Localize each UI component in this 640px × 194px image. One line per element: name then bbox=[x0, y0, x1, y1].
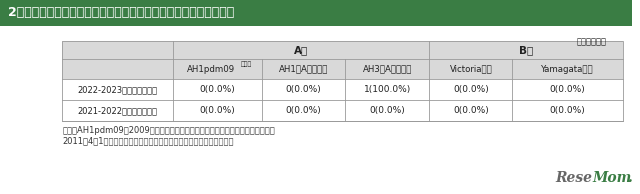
Text: 0(0.0%): 0(0.0%) bbox=[550, 106, 586, 115]
Text: 0(0.0%): 0(0.0%) bbox=[285, 85, 321, 94]
Bar bbox=[62, 41, 173, 79]
Text: 2022-2023年シーズン累計: 2022-2023年シーズン累計 bbox=[77, 85, 157, 94]
Text: Rese: Rese bbox=[556, 171, 592, 185]
Text: AH3（A香港型）: AH3（A香港型） bbox=[363, 64, 412, 74]
Text: 2　インフルエンザウイルス検出状況（感染症発生動向調査事業）: 2 インフルエンザウイルス検出状況（感染症発生動向調査事業） bbox=[8, 7, 234, 20]
Text: 0(0.0%): 0(0.0%) bbox=[285, 106, 321, 115]
Text: 0(0.0%): 0(0.0%) bbox=[199, 85, 235, 94]
Bar bbox=[173, 59, 623, 79]
Text: 【注】AH1pdm09：2009年に新型インフルエンザと呼ばれて流行したワイルス。: 【注】AH1pdm09：2009年に新型インフルエンザと呼ばれて流行したワイルス… bbox=[62, 126, 275, 135]
Bar bbox=[173, 41, 429, 59]
Text: 1(100.0%): 1(100.0%) bbox=[364, 85, 411, 94]
Text: AH1（Aソ連型）: AH1（Aソ連型） bbox=[279, 64, 328, 74]
Text: 0(0.0%): 0(0.0%) bbox=[550, 85, 586, 94]
Text: 0(0.0%): 0(0.0%) bbox=[453, 106, 489, 115]
Text: Yamagata系統: Yamagata系統 bbox=[541, 64, 594, 74]
Text: A型: A型 bbox=[294, 45, 308, 55]
Text: 【注】: 【注】 bbox=[241, 61, 252, 67]
Text: 0(0.0%): 0(0.0%) bbox=[453, 85, 489, 94]
Text: Victoria系統: Victoria系統 bbox=[449, 64, 492, 74]
Text: .: . bbox=[628, 171, 633, 185]
Text: （単位：件）: （単位：件） bbox=[577, 37, 607, 46]
Bar bbox=[0, 0, 632, 26]
Text: Mom: Mom bbox=[592, 171, 632, 185]
Text: 0(0.0%): 0(0.0%) bbox=[199, 106, 235, 115]
Text: 2021-2022年シーズン累計: 2021-2022年シーズン累計 bbox=[77, 106, 157, 115]
Bar bbox=[429, 41, 623, 59]
Text: AH1pdm09: AH1pdm09 bbox=[187, 64, 236, 74]
Text: B型: B型 bbox=[519, 45, 533, 55]
Text: 0(0.0%): 0(0.0%) bbox=[369, 106, 405, 115]
Text: 2011年4月1日から季節性インフルエンザとして位置づけられている。: 2011年4月1日から季節性インフルエンザとして位置づけられている。 bbox=[62, 136, 234, 145]
Bar bbox=[62, 41, 623, 121]
